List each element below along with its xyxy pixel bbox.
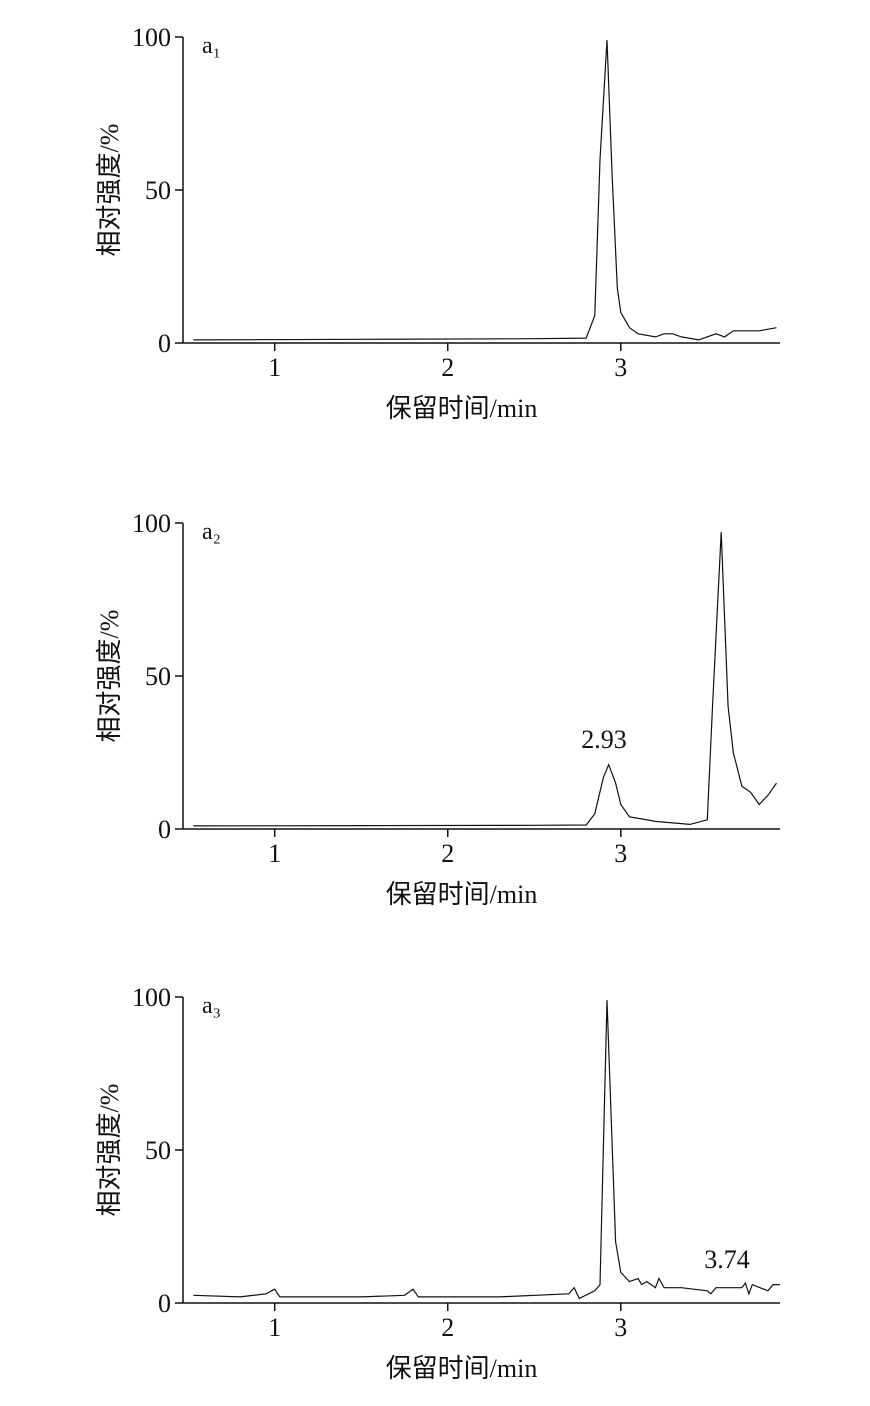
data-line: [193, 40, 777, 341]
panel-label: a₂: [202, 519, 221, 545]
x-axis-label: 保留时间/min: [386, 880, 538, 909]
x-tick-label: 2: [441, 353, 454, 382]
y-tick-label: 50: [145, 1136, 171, 1165]
y-tick-label: 0: [158, 815, 171, 844]
x-tick-label: 3: [614, 1313, 627, 1342]
peak-annotation: 3.74: [704, 1245, 750, 1274]
x-tick-label: 3: [614, 353, 627, 382]
y-tick-label: 100: [132, 509, 171, 538]
peak-annotation: 2.93: [581, 725, 627, 754]
y-axis-label: 相对强度/%: [95, 124, 124, 257]
y-tick-label: 100: [132, 23, 171, 52]
y-tick-label: 100: [132, 983, 171, 1012]
x-tick-label: 1: [268, 839, 281, 868]
y-axis-label: 相对强度/%: [95, 1084, 124, 1217]
data-line: [193, 1000, 780, 1300]
y-tick-label: 0: [158, 1289, 171, 1318]
data-line: [193, 532, 777, 827]
panel-label: a₃: [202, 993, 221, 1019]
y-axis-label: 相对强度/%: [95, 610, 124, 743]
x-tick-label: 1: [268, 1313, 281, 1342]
y-tick-label: 50: [145, 662, 171, 691]
x-tick-label: 2: [441, 1313, 454, 1342]
panel-label: a₁: [202, 33, 221, 59]
y-tick-label: 0: [158, 329, 171, 358]
y-tick-label: 50: [145, 176, 171, 205]
x-axis-label: 保留时间/min: [386, 1354, 538, 1383]
x-tick-label: 3: [614, 839, 627, 868]
x-tick-label: 1: [268, 353, 281, 382]
x-tick-label: 2: [441, 839, 454, 868]
x-axis-label: 保留时间/min: [386, 394, 538, 423]
